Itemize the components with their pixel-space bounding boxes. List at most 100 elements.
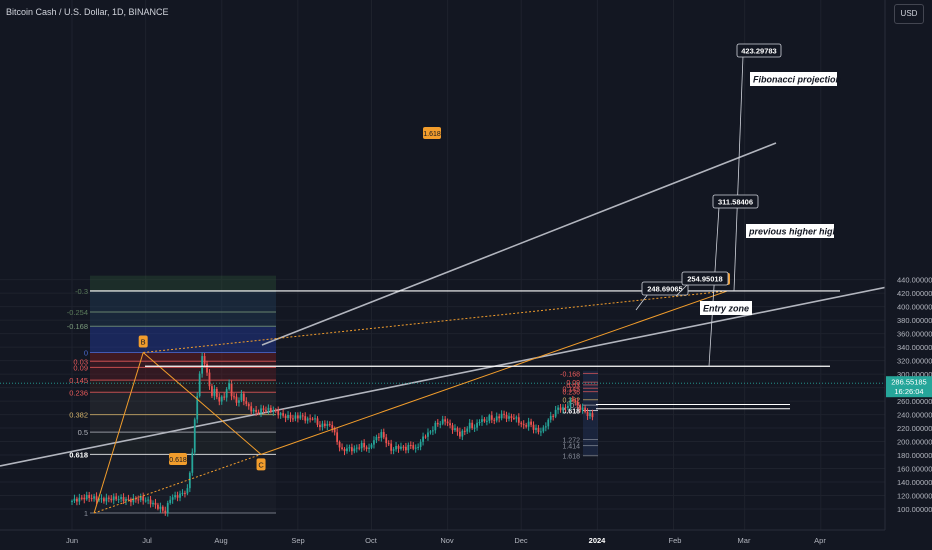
candle-body (353, 448, 356, 452)
candle-body (336, 432, 339, 442)
currency-button[interactable]: USD (894, 4, 924, 24)
price-tick: 420.00000 (897, 289, 932, 298)
candle-body (265, 409, 267, 411)
channel-upper-line[interactable] (261, 142, 777, 346)
candle-body (326, 424, 329, 426)
candle-body (520, 422, 523, 425)
candle-body (549, 415, 552, 420)
candle-body (370, 444, 373, 448)
candle-body (213, 388, 216, 396)
pattern-diag-BD[interactable] (143, 290, 728, 354)
candle-body (289, 414, 292, 419)
candle-body (387, 443, 390, 445)
price-axis-bg (885, 0, 932, 550)
current-price-tag (886, 376, 932, 398)
trend-channel[interactable] (0, 142, 932, 467)
pivot-c-label: C (258, 460, 264, 469)
candle-body (76, 498, 78, 502)
price-tick: 180.00000 (897, 451, 932, 460)
candle-body (589, 413, 591, 417)
pivot-b-marker[interactable] (138, 335, 148, 348)
fib-right-level-label: 1.618 (562, 454, 580, 461)
fib-right-level-label: 0.382 (562, 398, 580, 405)
candle-body (179, 493, 181, 498)
price-tick: 200.00000 (897, 438, 932, 447)
candle-body (188, 472, 191, 489)
symbol-label: Bitcoin Cash / U.S. Dollar, 1D, BINANCE (6, 7, 169, 17)
candle-body (355, 447, 358, 449)
fib-zone (90, 392, 276, 415)
candle-body (414, 447, 417, 449)
candle-body (576, 401, 579, 406)
fib-level-0145-label: 0.145 (69, 376, 88, 385)
candle-body (449, 423, 451, 426)
candle-body (169, 499, 172, 503)
candle-body (257, 411, 260, 414)
candle-body (316, 418, 319, 425)
candle-body (149, 499, 152, 505)
callout-higher-high-box (712, 194, 759, 209)
candle-body (206, 363, 208, 373)
pattern-diag-AC[interactable] (93, 453, 262, 514)
candle-body (301, 415, 304, 417)
candle-body (483, 419, 486, 422)
time-tick: Jul (142, 536, 152, 545)
horizontal-levels[interactable] (90, 290, 840, 410)
price-tick: 100.00000 (897, 505, 932, 514)
candle-body (107, 497, 110, 499)
candle-body (171, 497, 174, 500)
candle-body (333, 428, 336, 433)
pivot-c-marker[interactable] (256, 458, 266, 471)
fib-zone (90, 291, 276, 327)
candle-body (493, 419, 496, 421)
candle-body (527, 421, 530, 427)
candle-body (584, 407, 586, 412)
price-tick: 160.00000 (897, 465, 932, 474)
candle-body (427, 432, 429, 437)
candle-body (233, 396, 235, 398)
candle-body (105, 497, 108, 502)
candle-body (451, 425, 454, 431)
callout-entry-high-pointer (675, 283, 689, 297)
candle-body (571, 399, 574, 401)
fib-zone (90, 380, 276, 393)
candle-body (306, 418, 309, 421)
candle-body (284, 415, 287, 419)
candle-body (567, 405, 569, 409)
candle-body (476, 422, 478, 428)
pattern-leg-AB[interactable] (93, 352, 144, 514)
fib-right-level-label: -0.168 (560, 371, 580, 378)
callout-d-target-box (736, 43, 782, 58)
candle-body (422, 436, 424, 442)
countdown-value: 16:26:04 (894, 387, 923, 396)
time-tick: Jun (66, 536, 78, 545)
candle-body (466, 428, 469, 432)
pattern-leg-CD[interactable] (260, 290, 728, 455)
candlestick-series (0, 352, 885, 517)
pattern-leg-BC[interactable] (142, 352, 262, 455)
ratio-ac-label: 0.618 (169, 457, 187, 464)
channel-lower-line[interactable] (0, 277, 932, 467)
candle-body (220, 396, 223, 402)
candle-body (535, 427, 537, 430)
candle-body (542, 427, 545, 432)
candle-body (402, 446, 405, 448)
callout-higher-high-pointer (708, 206, 720, 367)
candle-body (314, 418, 316, 420)
fib-zone (90, 361, 276, 381)
candle-body (424, 436, 427, 438)
candle-body (490, 415, 493, 420)
fib-right-level-label: 1.414 (562, 444, 580, 451)
candle-body (375, 436, 378, 441)
note-fib-projection: Fibonacci projection (753, 75, 842, 85)
fib-right-level-label: 0.09 (566, 380, 580, 387)
candle-body (481, 419, 483, 422)
candle-body (419, 441, 422, 447)
candle-body (201, 356, 204, 374)
annotation-labels: 423.29783 311.58406 248.69065 254.95018 Fibo… (635, 43, 842, 367)
candle-body (458, 431, 461, 437)
candle-body (498, 416, 501, 419)
